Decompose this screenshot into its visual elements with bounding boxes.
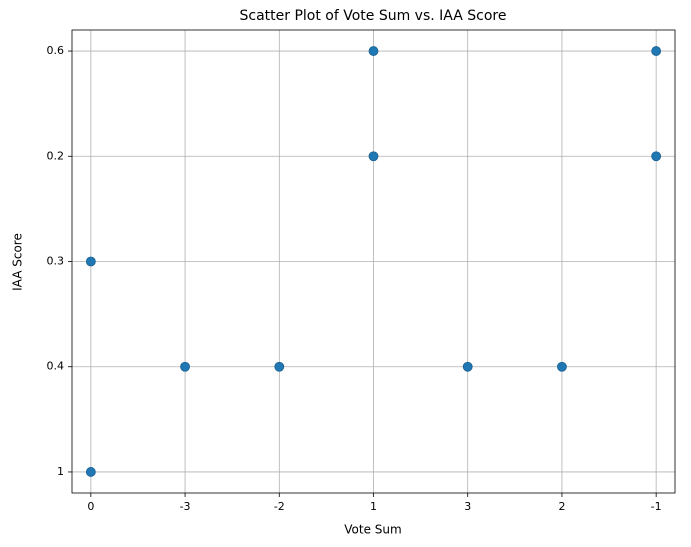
x-tick-label: 2 <box>558 500 565 513</box>
point <box>180 361 190 372</box>
point <box>368 46 379 56</box>
x-tick-label: 0 <box>87 500 94 513</box>
y-tick-label: 0.4 <box>47 360 65 373</box>
y-tick-label: 1 <box>57 465 64 478</box>
point <box>85 467 96 477</box>
point <box>557 361 567 372</box>
x-tick-label: -3 <box>180 500 191 513</box>
y-tick-label: 0.2 <box>47 149 65 162</box>
point <box>274 361 285 372</box>
x-tick-label: -1 <box>651 500 662 513</box>
chart-title: Scatter Plot of Vote Sum vs. IAA Score <box>239 8 506 24</box>
y-tick-label: 0.3 <box>47 255 65 268</box>
x-tick-label: 3 <box>464 500 471 513</box>
y-axis-label: IAA Score <box>11 233 25 291</box>
x-tick-label: 1 <box>370 500 377 513</box>
point <box>651 151 662 162</box>
point <box>651 46 662 56</box>
point <box>85 256 96 267</box>
y-tick-label: 0.6 <box>47 44 65 57</box>
point <box>462 361 473 372</box>
point <box>368 151 379 162</box>
x-tick-label: -2 <box>274 500 285 513</box>
plot-frame <box>71 29 676 494</box>
x-axis-label: Vote Sum <box>344 523 401 537</box>
